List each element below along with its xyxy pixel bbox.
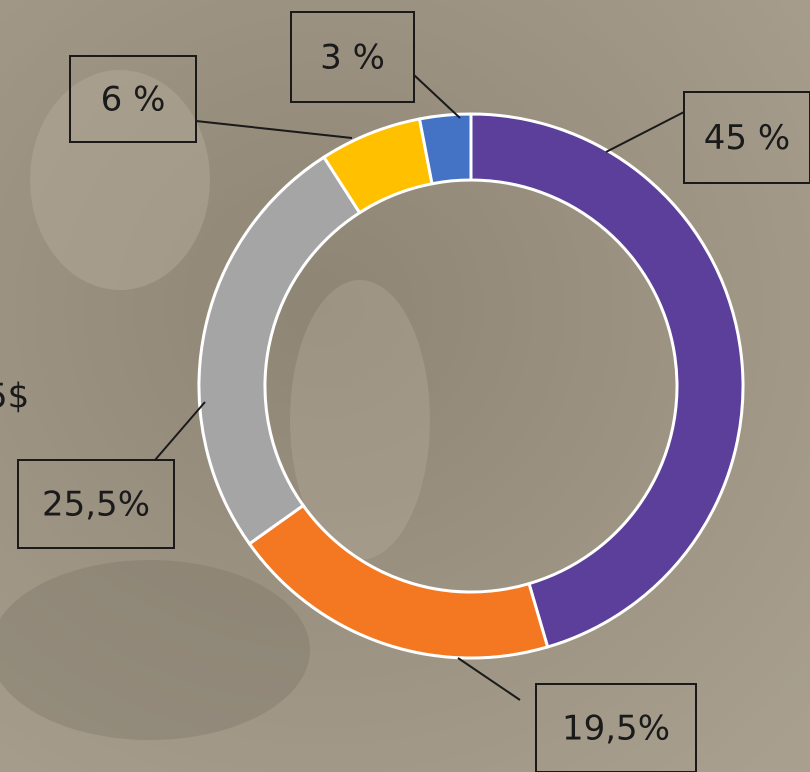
page: 5$ 45 %19,5%25,5%6 %3 % (() => { const d… — [0, 0, 810, 772]
data-label: 6 % — [101, 80, 166, 120]
photo-shape — [0, 560, 310, 740]
annotation: 5$ — [0, 377, 29, 417]
chart: 5$ 45 % 19,5% 25,5% 6 % 3 % — [0, 0, 810, 772]
data-label: 25,5% — [42, 485, 150, 525]
data-label: 45 % — [704, 118, 790, 158]
data-label: 19,5% — [562, 709, 670, 749]
data-label: 3 % — [320, 38, 385, 78]
